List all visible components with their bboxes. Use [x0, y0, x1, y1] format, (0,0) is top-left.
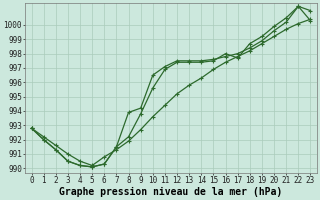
X-axis label: Graphe pression niveau de la mer (hPa): Graphe pression niveau de la mer (hPa) [60, 186, 283, 197]
